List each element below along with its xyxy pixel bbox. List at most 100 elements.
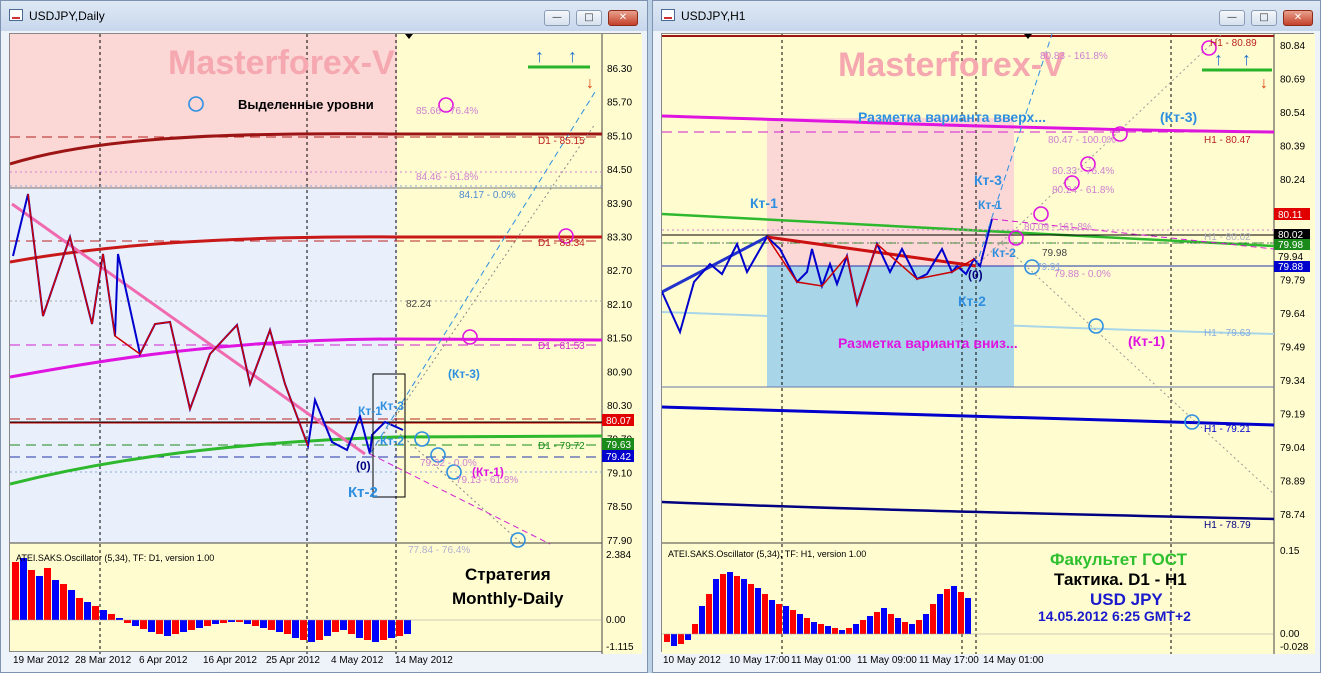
price-badge-blue: 79.42 <box>606 452 631 463</box>
level-label: 79.13 - 61.8% <box>456 475 518 486</box>
strategy-subtitle: Monthly-Daily <box>452 589 564 608</box>
price-tick-label: 79.94 <box>1278 252 1303 263</box>
down-arrow-icon: ↓ <box>1260 75 1268 92</box>
price-tick-label: 78.74 <box>1280 510 1305 521</box>
maximize-button[interactable]: □ <box>576 10 602 26</box>
target-label-kt3: (Кт-3) <box>448 367 480 381</box>
level-label: D1 - 83.34 <box>538 238 585 249</box>
level-label: D1 - 81.53 <box>538 341 585 352</box>
hourly-price-chart: ↑ ↑ ↓ 80.8480.6980.5480.3980.2480.0979.9… <box>662 34 1315 654</box>
price-badge-black: 80.02 <box>1278 230 1303 241</box>
faculty-caption: Факультет ГОСТ <box>1050 550 1188 569</box>
osc-tick-label: 0.15 <box>1280 546 1300 557</box>
level-label: D1 - 85.15 <box>538 136 585 147</box>
price-tick-label: 77.90 <box>607 536 632 547</box>
point-label-kt3: Кт-3 <box>380 399 404 413</box>
maximize-button[interactable]: □ <box>1251 10 1277 26</box>
price-tick-label: 80.24 <box>1280 175 1305 186</box>
date-tick: 14 May 01:00 <box>983 655 1044 666</box>
price-tick-label: 86.30 <box>607 64 632 75</box>
osc-tick-label: 0.00 <box>606 615 626 626</box>
point-label-kt2-big: Кт-2 <box>958 293 986 309</box>
level-label: D1 - 79.72 <box>538 441 585 452</box>
pair-caption: USD JPY <box>1090 590 1163 609</box>
point-label-kt2: Кт-2 <box>380 434 404 448</box>
osc-tick-label: 0.00 <box>1280 629 1300 640</box>
price-badge-red: 80.11 <box>1278 210 1303 221</box>
daily-price-chart: ↑ ↑ ↓ 86.30 85.70 85.10 84.50 83.90 83.30 82.7… <box>10 34 642 654</box>
target-label-kt1: (Кт-1) <box>1128 333 1165 349</box>
down-variant-caption: Разметка варианта вниз... <box>838 335 1018 351</box>
date-tick: 19 Mar 2012 <box>13 655 70 666</box>
price-tick-label: 79.79 <box>1280 276 1305 287</box>
date-tick: 4 May 2012 <box>331 655 384 666</box>
price-badge-green: 79.98 <box>1278 240 1303 251</box>
price-tick-label: 78.50 <box>607 502 632 513</box>
level-label: H1 - 78.79 <box>1204 520 1251 531</box>
level-label: H1 - 79.21 <box>1204 424 1251 435</box>
price-badge-red: 80.07 <box>606 416 631 427</box>
level-label: 84.46 - 61.8% <box>416 172 478 183</box>
date-tick: 10 May 2012 <box>663 655 721 666</box>
price-tick-label: 85.10 <box>607 131 632 142</box>
chart-area[interactable]: ↑ ↑ ↓ 86.30 85.70 85.10 84.50 83.90 83.30 82.7… <box>9 33 642 654</box>
minimize-button[interactable]: — <box>544 10 570 26</box>
price-tick-label: 82.70 <box>607 266 632 277</box>
level-label: 79.91 <box>1036 262 1061 273</box>
level-label: H1 - 80.02 <box>1204 232 1251 243</box>
date-tick: 28 Mar 2012 <box>75 655 132 666</box>
window-title: USDJPY,H1 <box>681 9 746 23</box>
oscillator-label: ATEI.SAKS.Oscillator (5,34), TF: H1, ver… <box>668 549 866 559</box>
level-label: H1 - 80.47 <box>1204 135 1251 146</box>
up-arrow-icon: ↑ <box>568 46 577 66</box>
date-tick: 14 May 2012 <box>395 655 453 666</box>
close-button[interactable]: ✕ <box>1283 10 1313 26</box>
price-tick-label: 85.70 <box>607 98 632 109</box>
price-tick-label: 79.64 <box>1280 309 1305 320</box>
date-tick: 11 May 01:00 <box>791 655 851 666</box>
close-button[interactable]: ✕ <box>608 10 638 26</box>
window-titlebar[interactable]: USDJPY,H1 — □ ✕ <box>653 1 1320 31</box>
price-tick-label: 80.54 <box>1280 108 1305 119</box>
oscillator-label: ATEI.SAKS.Oscillator (5,34), TF: D1, ver… <box>16 553 214 563</box>
up-arrow-icon: ↑ <box>1214 49 1223 69</box>
point-label-kt2: Кт-2 <box>992 246 1016 260</box>
point-label-kt1: Кт-1 <box>750 195 778 211</box>
price-tick-label: 83.30 <box>607 233 632 244</box>
level-label: 82.24 <box>406 299 431 310</box>
up-variant-caption: Разметка варианта вверх... <box>858 109 1046 125</box>
up-arrow-icon: ↑ <box>1242 49 1251 69</box>
tactic-caption: Тактика. D1 - H1 <box>1054 570 1187 589</box>
price-tick-label: 84.50 <box>607 165 632 176</box>
date-axis: 10 May 2012 10 May 17:00 11 May 01:00 11… <box>661 655 1314 669</box>
window-titlebar[interactable]: USDJPY,Daily — □ ✕ <box>1 1 647 31</box>
price-tick-label: 82.10 <box>607 300 632 311</box>
date-tick: 16 Apr 2012 <box>203 655 257 666</box>
level-label: 77.84 - 76.4% <box>408 545 470 556</box>
point-label-kt1-small: Кт-1 <box>978 198 1002 212</box>
minimize-button[interactable]: — <box>1219 10 1245 26</box>
target-label-kt1: (Кт-1) <box>472 465 504 479</box>
level-label: 79.98 <box>1042 248 1067 259</box>
chart-window-icon <box>9 9 23 21</box>
point-label-kt2-big: Кт-2 <box>348 484 378 501</box>
chart-window-icon <box>661 9 675 21</box>
chart-area[interactable]: ↑ ↑ ↓ 80.8480.6980.5480.3980.2480.0979.9… <box>661 33 1315 654</box>
price-tick-label: 83.90 <box>607 199 632 210</box>
price-tick-label: 80.30 <box>607 401 632 412</box>
price-badge-blue: 79.88 <box>1278 262 1303 273</box>
level-label: H1 - 79.63 <box>1204 328 1251 339</box>
osc-tick-label: 2.384 <box>606 550 631 561</box>
level-label: 80.33 - 76.4% <box>1052 166 1114 177</box>
hourly-chart-window[interactable]: USDJPY,H1 — □ ✕ <box>652 0 1321 673</box>
osc-tick-label: -0.028 <box>1280 642 1309 653</box>
point-label-zero: (0) <box>968 268 983 282</box>
level-label: 80.83 - 161.8% <box>1040 51 1108 62</box>
price-tick-label: 79.04 <box>1280 443 1305 454</box>
price-tick-label: 80.69 <box>1280 75 1305 86</box>
price-tick-label: 80.90 <box>607 367 632 378</box>
target-label-kt3: (Кт-3) <box>1160 109 1197 125</box>
price-tick-label: 79.19 <box>1280 410 1305 421</box>
daily-chart-window[interactable]: USDJPY,Daily — □ ✕ <box>0 0 648 673</box>
osc-tick-label: -1.115 <box>606 642 634 653</box>
